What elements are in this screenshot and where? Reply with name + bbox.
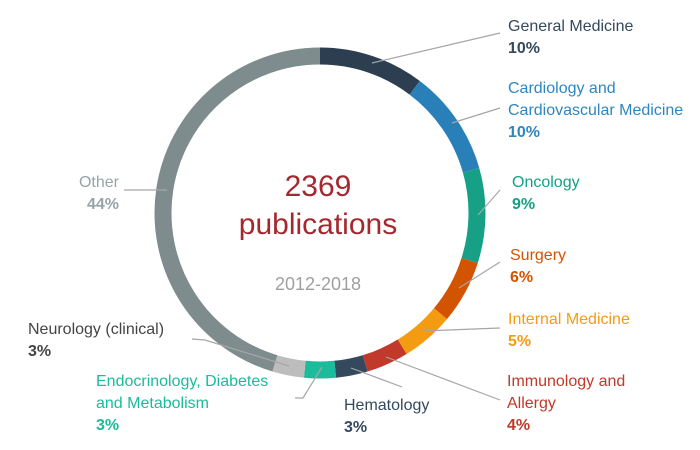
slice-percent: 6% xyxy=(510,269,533,286)
leader-line xyxy=(295,366,323,399)
center-subtitle: 2012-2018 xyxy=(275,274,361,294)
leader-line xyxy=(191,338,290,367)
slice-label: Neurology (clinical) xyxy=(28,321,164,338)
slice-surgery xyxy=(433,257,478,320)
slice-label: Surgery xyxy=(510,247,566,264)
leader-line xyxy=(451,107,501,124)
slice-percent: 9% xyxy=(512,196,535,213)
leader-line xyxy=(350,367,403,388)
slice-percent: 3% xyxy=(344,419,367,436)
slice-label: Other xyxy=(79,174,120,191)
slice-percent: 44% xyxy=(87,196,119,213)
slice-percent: 3% xyxy=(96,417,119,434)
slice-label: Internal Medicine xyxy=(508,311,630,328)
slice-label: Cardiology and xyxy=(508,80,616,97)
slice-neurology-clinical- xyxy=(272,355,306,378)
slice-general-medicine xyxy=(319,47,420,95)
slice-percent: 5% xyxy=(508,333,531,350)
leader-line xyxy=(422,327,501,332)
leader-line xyxy=(477,189,501,216)
leader-line xyxy=(458,261,501,289)
slice-percent: 4% xyxy=(507,417,530,434)
slice-internal-medicine xyxy=(397,308,447,355)
slice-percent: 10% xyxy=(508,124,540,141)
slice-label: General Medicine xyxy=(508,18,634,35)
slice-hematology xyxy=(334,355,368,378)
center-label: publications xyxy=(239,208,397,241)
slice-label: Hematology xyxy=(344,397,429,414)
slice-label: and Metabolism xyxy=(96,395,209,412)
leader-line xyxy=(371,32,501,64)
leader-line xyxy=(385,356,501,401)
slice-label: Allergy xyxy=(507,395,556,412)
slice-label: Immunology and xyxy=(507,373,625,390)
slice-label: Endocrinology, Diabetes xyxy=(96,373,268,390)
slice-percent: 10% xyxy=(508,40,540,57)
slice-oncology xyxy=(461,168,486,264)
slice-label: Oncology xyxy=(512,174,580,191)
slice-immunology-and-allergy xyxy=(362,339,407,372)
slice-label: Cardiovascular Medicine xyxy=(508,102,683,119)
slice-cardiology-and-cardiovascular-medicine xyxy=(409,81,480,173)
center-value: 2369 xyxy=(285,170,352,203)
slice-percent: 3% xyxy=(28,343,51,360)
